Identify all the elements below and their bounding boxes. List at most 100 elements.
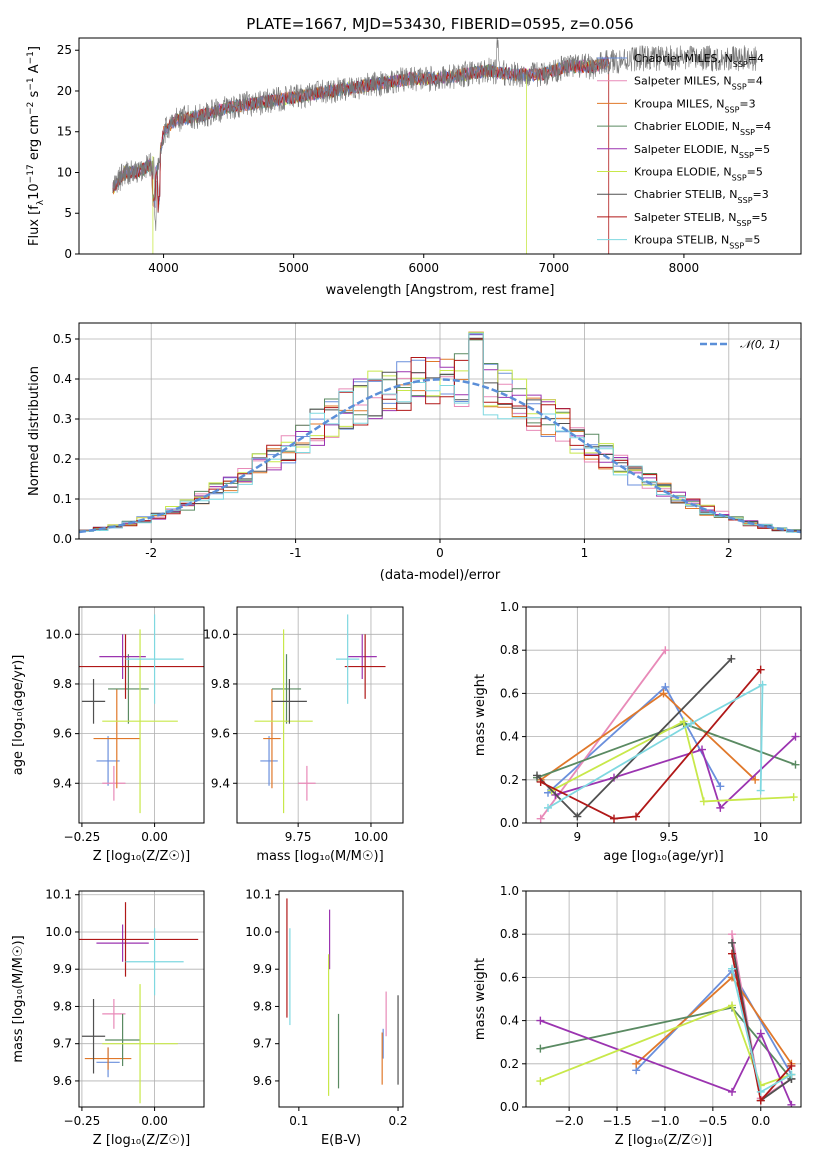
weight-marker [533, 771, 541, 780]
x-tick-label: −2.0 [555, 1114, 584, 1128]
y-tick-label: 10.0 [203, 627, 230, 641]
x-tick-label: -2 [145, 546, 157, 560]
y-tick-label: 0.2 [500, 773, 519, 787]
weight-lines [533, 646, 800, 823]
residuals-legend: 𝒩(0, 1) [700, 338, 780, 351]
y-tick-label: 25 [57, 43, 72, 57]
x-tick-label: 1 [581, 546, 589, 560]
x-tick-label: 9 [574, 830, 582, 844]
observed-spectrum-line [112, 38, 758, 231]
weight-marker [632, 1059, 641, 1068]
y-tick-label: 9.9 [253, 962, 272, 976]
y-tick-label: 9.8 [53, 999, 72, 1013]
residuals-xlabel: (data-model)/error [380, 568, 501, 583]
x-tick-label: 0.1 [289, 1114, 308, 1128]
weight-series-line [536, 722, 796, 779]
panel-frame [236, 606, 404, 824]
y-tick-label: 0.4 [53, 372, 72, 386]
panel-ylabel: age [log₁₀(age/yr)] [11, 655, 26, 776]
weight-marker [727, 654, 736, 663]
weight-marker [536, 1044, 545, 1053]
weight-series-line [539, 649, 667, 820]
weight-marker [679, 717, 688, 726]
x-tick-label: 0.00 [141, 830, 168, 844]
mass-vs-ebv-panel: 0.1 0.2 9.6 9.7 9.8 9.9 10.0 10.1 E(B-V) [245, 888, 407, 1148]
weight-marker [632, 812, 640, 821]
y-tick-label: 9.8 [53, 677, 72, 691]
panel-frame [78, 890, 205, 1108]
y-tick-label: 9.6 [53, 1074, 72, 1088]
legend-label: Salpeter ELODIE, NSSP=5 [634, 143, 770, 160]
x-tick-label: 4000 [148, 261, 179, 275]
y-tick-label: 0.6 [500, 970, 519, 984]
weight-series-line [540, 1019, 793, 1106]
weight-marker [787, 1100, 796, 1107]
weight-marker [544, 803, 552, 812]
y-tick-label: 20 [57, 84, 72, 98]
y-tick-label: 9.8 [253, 999, 272, 1013]
histogram-series [79, 337, 801, 532]
y-tick-label: 9.6 [211, 727, 230, 741]
mass-vs-metallicity-panel: −0.25 0.00 9.6 9.7 9.8 9.9 10.0 10.1 Z [log₁₀(Z/… [11, 888, 205, 1148]
age-vs-metallicity-panel: −0.25 0.00 9.4 9.6 9.8 10.0 Z [log₁₀(Z/Z☉)] age… [11, 606, 205, 864]
spectrum-legend: Chabrier MILES, NSSP=4 Salpeter MILES, NS… [597, 52, 771, 250]
weight-marker [751, 775, 760, 784]
panel-xlabel: Z [log₁₀(Z/Z☉)] [615, 1133, 712, 1148]
x-tick-label: −1.0 [650, 1114, 679, 1128]
weight-marker [791, 760, 800, 769]
weight-vs-age-panel: 9 9.5 10 0.0 0.2 0.4 0.6 0.8 1.0 age [log₁₀(age/y… [473, 600, 802, 864]
y-tick-label: 10.1 [45, 888, 72, 902]
weight-marker [536, 777, 545, 786]
spectrum-plot-area: 4000 5000 6000 7000 8000 0 5 10 15 20 25 [57, 38, 758, 275]
histogram-steps [79, 331, 801, 534]
x-tick-label: 9.5 [659, 830, 678, 844]
spectrum-ylabel: Flux [fλ10−17 erg cm−2 s−1 A−1] [26, 46, 46, 246]
y-tick-label: 5 [64, 206, 72, 220]
weight-marker [758, 680, 767, 689]
spectrum-frame [78, 37, 802, 255]
spectrum-xlabel: wavelength [Angstrom, rest frame] [326, 283, 555, 298]
errorbars [79, 614, 204, 814]
weight-marker [698, 745, 706, 754]
panel-ylabel: mass weight [473, 674, 488, 756]
normal-legend-label: 𝒩(0, 1) [740, 338, 780, 351]
weight-marker [728, 1087, 737, 1096]
panel-xlabel: mass [log₁₀(M/M☉)] [256, 849, 383, 864]
x-tick-label: −0.25 [64, 1114, 101, 1128]
legend-label: Kroupa STELIB, NSSP=5 [634, 234, 760, 251]
weight-marker [573, 812, 582, 821]
y-tick-label: 10.1 [245, 888, 272, 902]
weight-marker [789, 793, 798, 802]
x-tick-label: 2 [725, 546, 733, 560]
weight-series-line [540, 669, 762, 820]
errorbars [79, 902, 199, 1104]
y-tick-label: 10 [57, 165, 72, 179]
y-tick-label: 10.0 [45, 627, 72, 641]
panel-frame [78, 606, 205, 824]
residuals-panel: -2 -1 0 1 2 0.0 0.1 0.2 0.3 0.4 0.5 (data-model)/e… [27, 322, 802, 583]
errorbars [286, 898, 399, 1096]
x-tick-label: 6000 [408, 261, 439, 275]
y-tick-label: 0.1 [53, 492, 72, 506]
histogram-series [79, 332, 801, 533]
legend-label: Chabrier ELODIE, NSSP=4 [634, 120, 771, 137]
y-tick-label: 0.8 [500, 927, 519, 941]
x-tick-label: 5000 [278, 261, 309, 275]
y-tick-label: 9.7 [53, 1037, 72, 1051]
weight-marker [610, 814, 618, 823]
x-tick-label: 10.00 [354, 830, 388, 844]
y-tick-label: 9.6 [253, 1074, 272, 1088]
x-tick-label: 7000 [539, 261, 570, 275]
y-tick-label: 0.6 [500, 686, 519, 700]
x-tick-label: 0.2 [388, 1114, 407, 1128]
panel-frame [525, 606, 802, 824]
weight-marker [536, 1077, 545, 1086]
y-tick-label: 1.0 [500, 884, 519, 898]
y-tick-label: 9.9 [53, 962, 72, 976]
panel-xlabel: Z [log₁₀(Z/Z☉)] [93, 1133, 190, 1148]
x-tick-label: 9.75 [285, 830, 312, 844]
y-tick-label: 0.2 [53, 452, 72, 466]
weight-marker [716, 803, 725, 812]
y-tick-label: 0.4 [500, 730, 519, 744]
weight-marker [728, 930, 737, 939]
